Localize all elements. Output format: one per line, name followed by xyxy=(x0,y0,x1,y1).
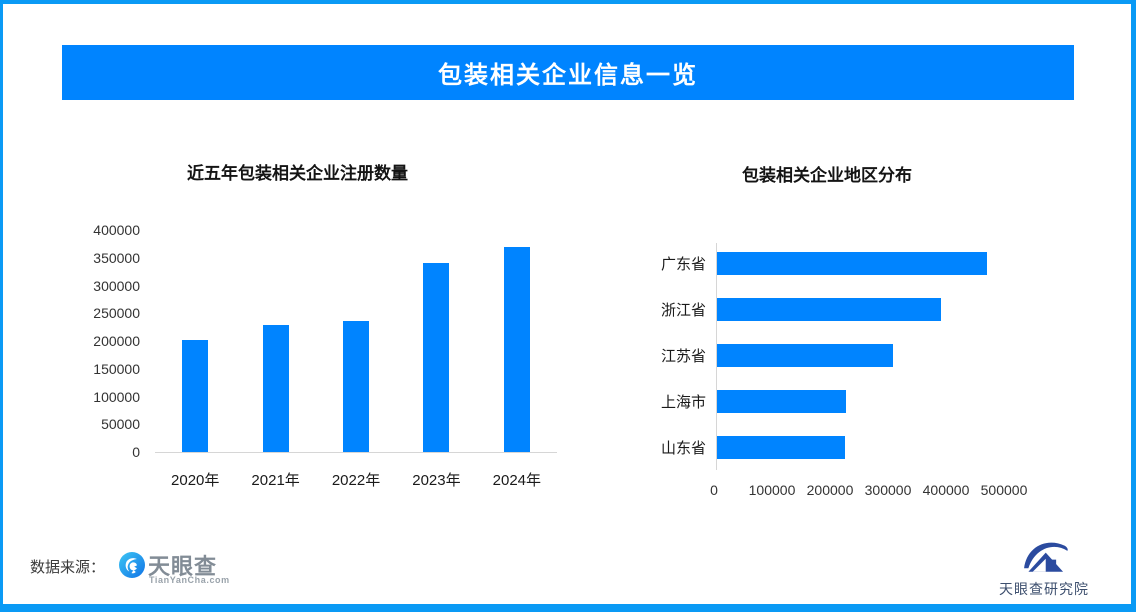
page-border-bottom xyxy=(0,604,1136,612)
x-category-label: 2020年 xyxy=(171,472,220,489)
region-plot-area xyxy=(717,240,1007,470)
region-y-axis-line xyxy=(716,243,717,470)
x-tick-label: 400000 xyxy=(922,482,970,498)
x-category-label: 2024年 xyxy=(492,472,542,489)
bar-山东省 xyxy=(717,435,845,459)
region-label: 浙江省 xyxy=(660,301,706,319)
bar-2022年 xyxy=(343,321,369,452)
x-tick-label: 200000 xyxy=(806,482,854,498)
y-tick-label: 0 xyxy=(132,444,140,460)
x-category-label: 2023年 xyxy=(412,472,461,489)
region-label: 广东省 xyxy=(660,255,706,273)
registrations-y-axis-ticks: 0 50000 100000 150000 200000 250000 300000 3500… xyxy=(68,222,140,460)
bar-2023年 xyxy=(423,263,450,452)
tianyancha-logo-text: 天眼查 xyxy=(148,554,218,579)
y-tick-label: 50000 xyxy=(101,416,140,433)
x-tick-label: 300000 xyxy=(864,482,912,498)
tianyancha-logo: 天眼查 TianYanCha.com xyxy=(119,549,229,589)
region-label: 上海市 xyxy=(660,393,706,411)
x-tick-label: 500000 xyxy=(980,482,1028,498)
registrations-chart-title: 近五年包装相关企业注册数量 xyxy=(187,164,408,183)
x-tick-label: 100000 xyxy=(748,482,796,498)
x-tick-label: 0 xyxy=(710,482,718,498)
page-title: 包装相关企业信息一览 xyxy=(438,62,698,89)
region-label: 江苏省 xyxy=(660,347,706,365)
page-border-right xyxy=(1131,0,1136,612)
region-category-labels: 广东省浙江省江苏省上海市山东省 xyxy=(608,240,706,470)
tianyancha-icon xyxy=(119,552,145,578)
bar-2020年 xyxy=(182,340,209,452)
research-institute-logo: 天眼查研究院 xyxy=(992,537,1096,601)
region-label: 山东省 xyxy=(660,439,706,457)
page-border-top xyxy=(0,0,1136,4)
y-tick-label: 200000 xyxy=(93,333,140,349)
data-source-label: 数据来源： xyxy=(30,559,106,576)
research-institute-icon xyxy=(1024,542,1068,572)
bar-江苏省 xyxy=(717,343,893,367)
region-chart-title: 包装相关企业地区分布 xyxy=(742,166,912,185)
registrations-plot-area xyxy=(155,230,557,452)
y-tick-label: 250000 xyxy=(93,305,140,322)
tianyancha-domain-text: TianYanCha.com xyxy=(149,575,230,585)
y-tick-label: 350000 xyxy=(93,249,140,266)
y-tick-label: 100000 xyxy=(93,388,140,405)
x-category-label: 2021年 xyxy=(251,472,300,489)
research-institute-name: 天眼查研究院 xyxy=(999,581,1089,597)
registrations-x-axis-labels: 2020年 2021年 2022年 2023年 2024年 xyxy=(155,469,557,490)
y-tick-label: 300000 xyxy=(93,277,140,294)
bar-2024年 xyxy=(503,247,530,452)
y-tick-label: 150000 xyxy=(93,360,140,377)
registrations-x-axis-line xyxy=(155,452,557,453)
bar-2021年 xyxy=(262,325,289,452)
y-tick-label: 400000 xyxy=(93,222,140,238)
bar-浙江省 xyxy=(717,297,941,321)
bar-广东省 xyxy=(717,251,987,275)
x-category-label: 2022年 xyxy=(331,472,381,489)
banner: 包装相关企业信息一览 xyxy=(62,45,1074,100)
region-x-axis-ticks: 0 100000 200000 300000 400000 500000 xyxy=(710,482,1064,500)
page-border-left xyxy=(0,0,3,612)
bar-上海市 xyxy=(717,389,846,413)
